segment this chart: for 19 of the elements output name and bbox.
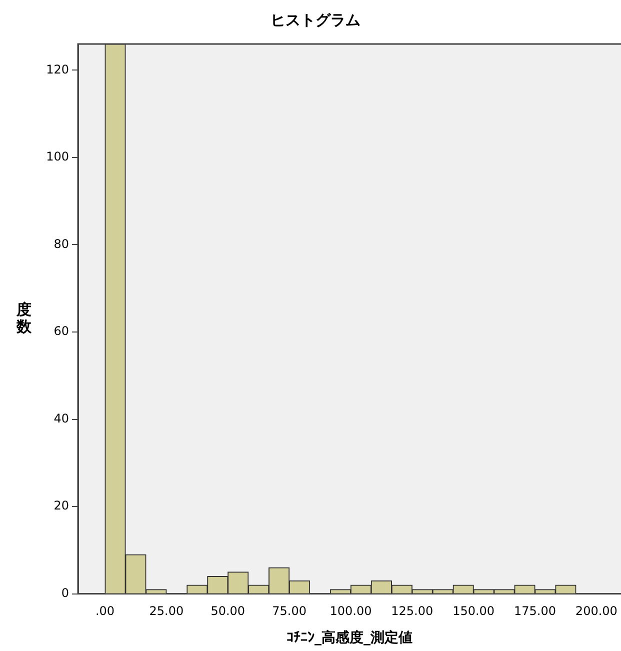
y-tick-label: 40 <box>54 411 69 426</box>
x-tick-label: 50.00 <box>210 604 246 618</box>
y-tick-label: 60 <box>54 324 69 338</box>
y-tick-label: 0 <box>61 586 69 600</box>
x-axis-title: ｺﾁﾆﾝ_高感度_測定値 <box>286 629 412 646</box>
y-tick-label: 20 <box>54 498 69 513</box>
y-tick-label: 120 <box>46 62 69 76</box>
x-tick-label: 75.00 <box>272 604 306 618</box>
x-tick-label: 150.00 <box>452 604 495 618</box>
y-axis-title: 度数 <box>16 300 32 336</box>
x-tick-label: .00 <box>95 604 115 618</box>
x-tick-label: 125.00 <box>391 604 434 618</box>
x-tick-label: 175.00 <box>514 604 556 618</box>
x-tick-label: 200.00 <box>575 604 618 618</box>
y-tick-label: 100 <box>46 150 69 164</box>
chart-title: ヒストグラム <box>270 10 360 29</box>
x-tick-label: 25.00 <box>149 604 184 618</box>
y-tick-label: 80 <box>54 236 69 251</box>
x-tick-label: 100.00 <box>330 604 372 618</box>
